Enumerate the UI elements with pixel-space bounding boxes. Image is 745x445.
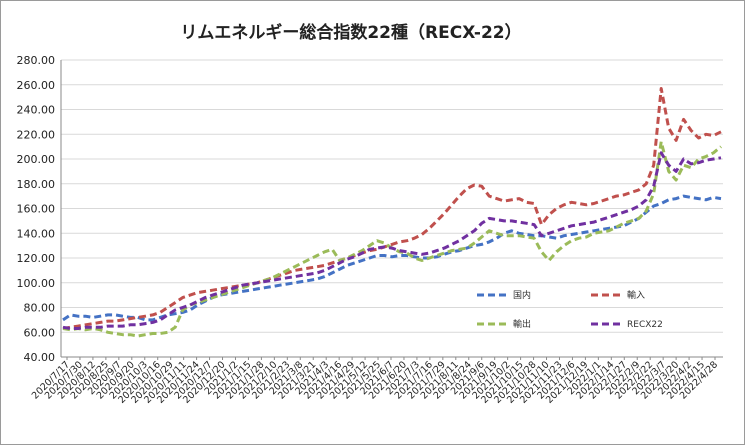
series-line-輸入 [62, 87, 722, 330]
chart-title: リムエネルギー総合指数22種（RECX-22） [180, 22, 521, 43]
y-tick-label: 40.00 [24, 351, 56, 364]
y-tick-label: 60.00 [24, 326, 56, 339]
y-tick-label: 80.00 [24, 302, 56, 315]
y-tick-label: 160.00 [17, 203, 56, 216]
y-tick-label: 180.00 [17, 178, 56, 191]
legend-label: 輸入 [627, 289, 645, 301]
legend-label: 輸出 [513, 318, 531, 330]
y-tick-label: 140.00 [17, 227, 56, 240]
y-tick-label: 260.00 [17, 79, 56, 92]
legend-label: 国内 [513, 289, 531, 301]
series-line-国内 [62, 194, 722, 322]
series-line-輸出 [62, 140, 722, 338]
legend-label: RECX22 [627, 320, 663, 330]
x-axis: 2020/7/172020/7/302020/8/122020/8/252020… [30, 357, 720, 406]
y-tick-label: 200.00 [17, 153, 56, 166]
series-line-RECX22 [62, 151, 722, 330]
y-tick-label: 120.00 [17, 252, 56, 265]
series-lines [62, 87, 722, 338]
y-tick-label: 240.00 [17, 104, 56, 117]
y-tick-label: 100.00 [17, 277, 56, 290]
grid [60, 59, 723, 358]
y-axis: 40.00 60.00 80.00 100.00 120.00 140.00 160.00 1… [17, 54, 56, 364]
y-tick-label: 220.00 [17, 128, 56, 141]
y-tick-label: 280.00 [17, 54, 56, 67]
